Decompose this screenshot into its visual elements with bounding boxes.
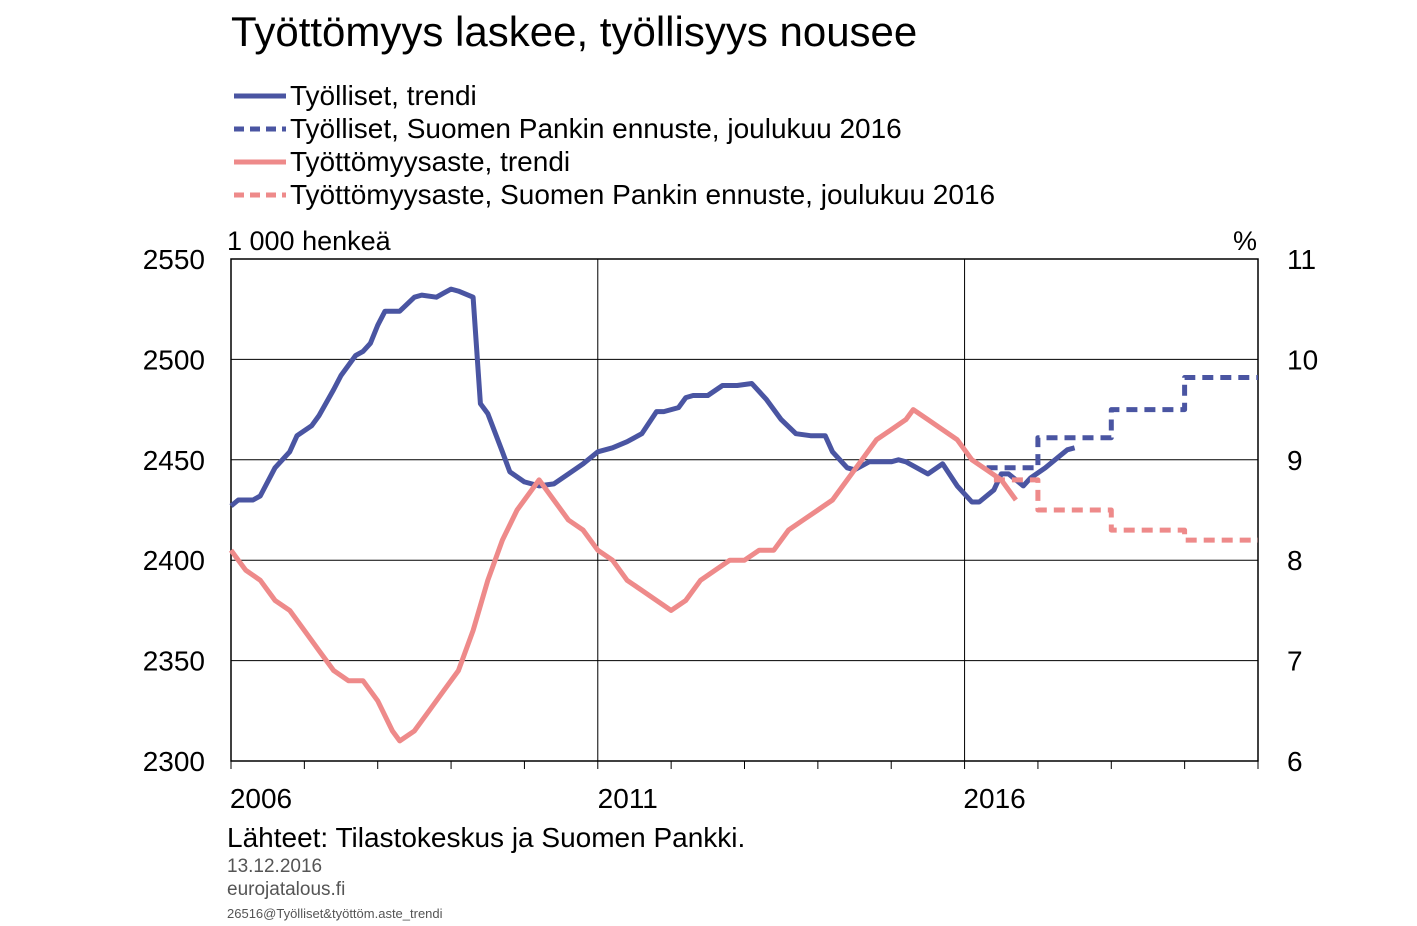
y-left-tick-label: 2500 xyxy=(143,344,205,375)
publish-date: 13.12.2016 xyxy=(227,856,323,877)
legend-swatch xyxy=(234,192,286,198)
y-left-tick-label: 2350 xyxy=(143,646,205,677)
legend-swatch xyxy=(234,126,286,132)
series-line-1 xyxy=(986,375,1258,471)
plot-frame xyxy=(230,258,1259,762)
x-tick-label: 2011 xyxy=(598,783,658,814)
y-left-tick-label: 2300 xyxy=(143,746,205,777)
legend-label: Työlliset, trendi xyxy=(290,80,477,111)
x-tick-label: 2006 xyxy=(230,783,292,814)
y-right-tick-label: 9 xyxy=(1287,445,1303,476)
y-right-tick-label: 11 xyxy=(1287,244,1316,275)
series-line-0 xyxy=(229,286,1076,508)
series-line-2 xyxy=(228,407,1018,744)
legend-label: Työttömyysaste, trendi xyxy=(290,146,571,177)
right-axis-unit: % xyxy=(1233,226,1258,256)
y-left-tick-label: 2450 xyxy=(143,445,205,476)
site-name: eurojatalous.fi xyxy=(227,879,346,900)
series-line-3 xyxy=(993,477,1258,543)
chart-title: Työttömyys laskee, työllisyys nousee xyxy=(231,8,918,55)
legend-label: Työttömyysaste, Suomen Pankin ennuste, j… xyxy=(290,179,996,210)
left-axis-unit: 1 000 henkeä xyxy=(227,226,391,256)
legend-label: Työlliset, Suomen Pankin ennuste, jouluk… xyxy=(290,113,902,144)
source-note: Lähteet: Tilastokeskus ja Suomen Pankki. xyxy=(227,822,746,853)
y-right-tick-label: 6 xyxy=(1287,746,1303,777)
y-right-tick-label: 10 xyxy=(1287,344,1318,375)
y-left-tick-label: 2550 xyxy=(143,244,205,275)
y-right-tick-label: 8 xyxy=(1287,545,1303,576)
chart-code: 26516@Työlliset&työttöm.aste_trendi xyxy=(227,906,443,921)
legend-swatch xyxy=(234,93,286,99)
y-left-tick-label: 2400 xyxy=(143,545,205,576)
y-right-tick-label: 7 xyxy=(1287,646,1303,677)
legend-swatch xyxy=(234,159,286,165)
x-tick-label: 2016 xyxy=(963,783,1025,814)
